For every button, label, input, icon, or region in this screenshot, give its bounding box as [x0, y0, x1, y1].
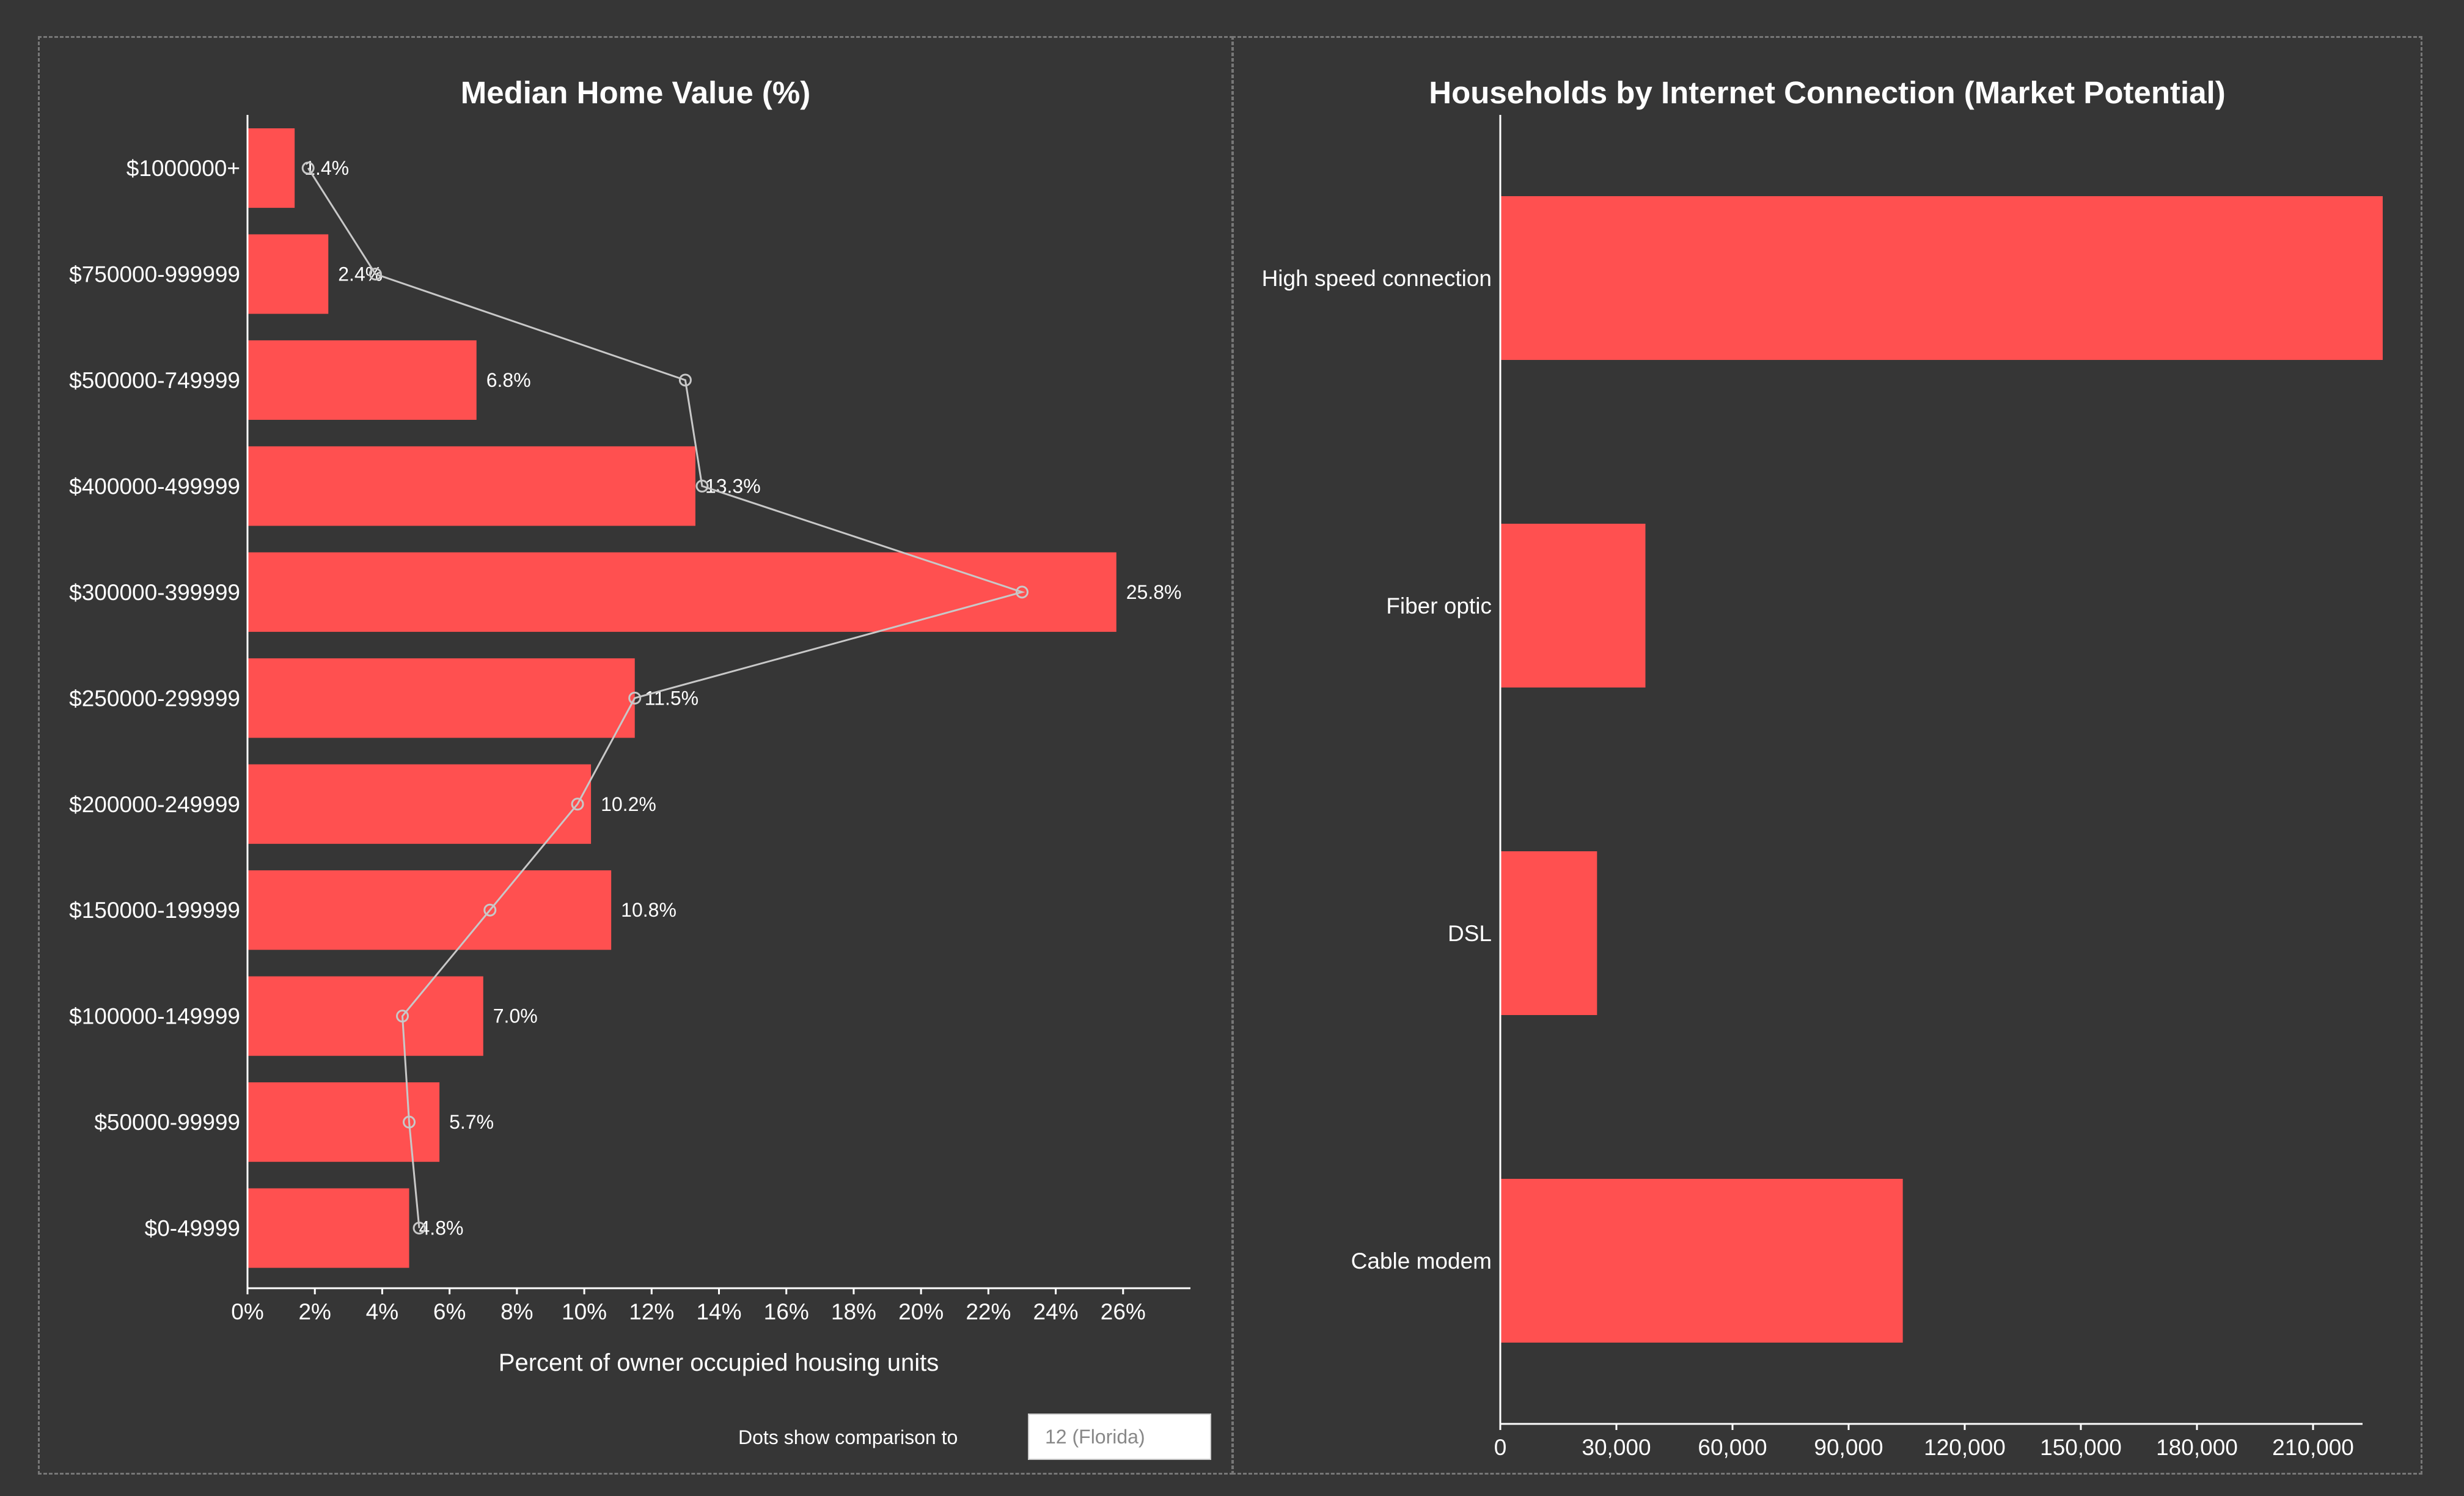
bar [1500, 1179, 1903, 1343]
comparison-dot [1015, 585, 1028, 599]
x-tick-label: 90,000 [1814, 1435, 1883, 1460]
data-label: 5.7% [449, 1111, 494, 1133]
x-tick-label: 26% [1101, 1299, 1146, 1324]
data-label: 13.3% [705, 475, 761, 497]
x-tick-label: 8% [501, 1299, 533, 1324]
y-tick-label: $150000-199999 [69, 898, 240, 923]
bar [248, 658, 635, 738]
comparison-dot [695, 479, 709, 493]
comparison-dot [301, 161, 315, 175]
x-tick-label: 16% [764, 1299, 809, 1324]
y-tick-label: $500000-749999 [69, 368, 240, 393]
comparison-line [307, 167, 1025, 1228]
x-tick-label: 24% [1033, 1299, 1079, 1324]
bar [1500, 196, 2383, 360]
comparison-dot [483, 903, 497, 917]
x-tick-label: 12% [629, 1299, 674, 1324]
y-tick-label: $100000-149999 [69, 1004, 240, 1029]
comparison-dot [413, 1222, 426, 1235]
data-label: 25.8% [1126, 581, 1182, 603]
x-tick-label: 210,000 [2272, 1435, 2354, 1460]
comparison-dot [369, 268, 382, 280]
x-tick-label: 20% [898, 1299, 944, 1324]
y-tick-label: High speed connection [1262, 266, 1492, 291]
bar [248, 128, 295, 208]
bar [1500, 851, 1597, 1015]
x-tick-label: 0% [231, 1299, 263, 1324]
x-tick-label: 120,000 [1924, 1435, 2006, 1460]
data-label: 6.8% [486, 369, 531, 391]
comparison-dot [395, 1010, 409, 1023]
bar [248, 870, 612, 950]
y-tick-label: $1000000+ [127, 156, 240, 181]
bar [248, 446, 695, 526]
data-label: 10.2% [601, 793, 656, 815]
x-tick-label: 180,000 [2156, 1435, 2238, 1460]
x-tick-label: 60,000 [1698, 1435, 1767, 1460]
comparison-dot [628, 691, 642, 705]
y-tick-label: DSL [1448, 921, 1492, 946]
data-label: 4.8% [419, 1217, 464, 1239]
x-tick-label: 18% [831, 1299, 876, 1324]
y-tick-label: $750000-999999 [69, 262, 240, 287]
y-tick-label: $0-49999 [145, 1216, 240, 1241]
comparison-dot [571, 798, 584, 811]
x-tick-label: 30,000 [1582, 1435, 1651, 1460]
y-tick-label: Cable modem [1351, 1248, 1492, 1274]
data-label: 11.5% [645, 687, 698, 709]
y-tick-label: Fiber optic [1386, 593, 1492, 618]
bar [248, 1188, 409, 1268]
y-tick-label: $400000-499999 [69, 474, 240, 499]
comparison-dot [678, 373, 692, 387]
x-tick-label: 4% [366, 1299, 398, 1324]
y-tick-label: $250000-299999 [69, 686, 240, 711]
bar [1500, 524, 1646, 688]
comparison-select[interactable]: 12 (Florida) [1028, 1414, 1211, 1460]
x-tick-label: 0 [1494, 1435, 1507, 1460]
x-tick-label: 22% [966, 1299, 1011, 1324]
data-label: 7.0% [493, 1005, 538, 1027]
bar [248, 764, 592, 844]
bar [248, 234, 329, 314]
x-tick-label: 150,000 [2040, 1435, 2122, 1460]
internet-chart-title: Households by Internet Connection (Marke… [1429, 75, 2226, 110]
bar [248, 552, 1116, 632]
data-label: 10.8% [621, 899, 676, 921]
y-tick-label: $300000-399999 [69, 580, 240, 605]
comparison-dot [403, 1115, 416, 1129]
home-value-chart-title: Median Home Value (%) [460, 75, 811, 110]
x-tick-label: 6% [433, 1299, 466, 1324]
x-tick-label: 10% [562, 1299, 607, 1324]
bar [248, 340, 477, 420]
x-tick-label: 14% [696, 1299, 741, 1324]
y-tick-label: $50000-99999 [94, 1110, 240, 1135]
y-tick-label: $200000-249999 [69, 792, 240, 817]
internet-connection-panel: Households by Internet Connection (Marke… [1232, 36, 2422, 1475]
x-tick-label: 2% [298, 1299, 331, 1324]
bar [248, 976, 483, 1056]
x-axis-title: Percent of owner occupied housing units [499, 1349, 939, 1376]
comparison-label: Dots show comparison to [738, 1426, 958, 1448]
